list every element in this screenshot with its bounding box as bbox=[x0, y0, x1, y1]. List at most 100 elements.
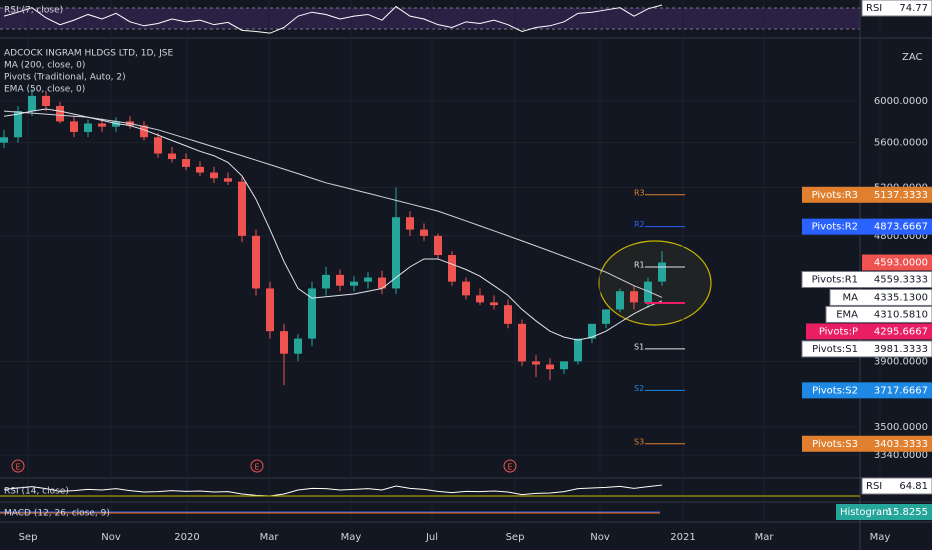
indicator-value-box bbox=[861, 0, 932, 17]
indicator-legend: Pivots (Traditional, Auto, 2) bbox=[4, 73, 126, 83]
indicator-value-box bbox=[861, 477, 932, 495]
candle-body bbox=[196, 166, 204, 173]
candle-body bbox=[336, 274, 344, 286]
earnings-label: E bbox=[507, 463, 512, 472]
x-tick-label: 2021 bbox=[670, 532, 695, 543]
pivot-label: R1 bbox=[634, 260, 645, 269]
candle-body bbox=[84, 123, 92, 132]
indicator-value: 74.77 bbox=[899, 3, 928, 14]
candle-body bbox=[490, 302, 498, 306]
earnings-marker bbox=[11, 459, 25, 473]
candle-body bbox=[98, 123, 106, 127]
earnings-label: E bbox=[254, 463, 259, 472]
price-label-value: 5137.3333 bbox=[874, 190, 928, 201]
price-label-box bbox=[802, 382, 932, 399]
candle-body bbox=[448, 255, 456, 282]
candle-body bbox=[462, 281, 470, 296]
candle-body bbox=[644, 281, 652, 303]
candle-body bbox=[518, 323, 526, 362]
price-label-name: Pivots:R3 bbox=[812, 190, 858, 201]
candle-body bbox=[42, 95, 50, 106]
candle-body bbox=[0, 137, 8, 143]
indicator-name: Histogram bbox=[840, 507, 892, 518]
rsi-band bbox=[0, 8, 860, 29]
highlight-ellipse bbox=[598, 240, 712, 326]
indicator-name: RSI bbox=[866, 481, 882, 492]
price-label-box bbox=[825, 305, 932, 323]
indicator-value: 15.8255 bbox=[887, 507, 928, 518]
price-label-box bbox=[802, 186, 932, 203]
candle-body bbox=[532, 361, 540, 365]
price-label-name: Pivots:S2 bbox=[812, 385, 858, 396]
pivot-label: S3 bbox=[634, 437, 644, 446]
price-label-value: 4593.0000 bbox=[874, 258, 928, 269]
candle-body bbox=[546, 364, 554, 370]
indicator-value: 64.81 bbox=[899, 481, 928, 492]
candle-body bbox=[658, 262, 666, 282]
pane-title: RSI (7, close) bbox=[4, 6, 63, 16]
candle-body bbox=[392, 217, 400, 289]
chart-title: ADCOCK INGRAM HLDGS LTD, 1D, JSE bbox=[4, 49, 173, 59]
indicator-legend: MA (200, close, 0) bbox=[4, 61, 85, 71]
y-tick-label: 5600.0000 bbox=[874, 138, 928, 149]
x-tick-label: Nov bbox=[101, 532, 121, 543]
price-label-value: 3403.3333 bbox=[874, 439, 928, 450]
candle-body bbox=[70, 121, 78, 132]
price-label-box bbox=[862, 254, 932, 271]
pane-title: MACD (12, 26, close, 9) bbox=[4, 509, 110, 519]
candle-body bbox=[616, 291, 624, 310]
price-label-name: MA bbox=[843, 292, 859, 303]
price-label-box bbox=[829, 288, 932, 306]
earnings-label: E bbox=[15, 463, 20, 472]
candle-body bbox=[588, 323, 596, 339]
x-tick-label: Jul bbox=[425, 532, 438, 543]
indicator-value-box bbox=[836, 504, 932, 520]
earnings-marker bbox=[503, 459, 517, 473]
candle-body bbox=[182, 159, 190, 167]
candle-body bbox=[504, 305, 512, 324]
price-label-value: 3981.3333 bbox=[874, 344, 928, 355]
candle-body bbox=[140, 125, 148, 138]
pivot-label: S1 bbox=[634, 342, 644, 351]
candle-body bbox=[350, 281, 358, 286]
candle-body bbox=[28, 95, 36, 112]
x-tick-label: Sep bbox=[19, 532, 38, 543]
pivot-label: R3 bbox=[634, 188, 645, 197]
price-label-box bbox=[802, 218, 932, 235]
price-label-name: EMA bbox=[836, 309, 858, 320]
price-label-name: Pivots:S3 bbox=[812, 439, 858, 450]
indicator-legend: EMA (50, close, 0) bbox=[4, 85, 85, 95]
x-tick-label: May bbox=[341, 532, 362, 543]
candle-body bbox=[420, 229, 428, 236]
rsi-line bbox=[3, 4, 663, 34]
price-label-box bbox=[801, 340, 932, 358]
candle-body bbox=[294, 338, 302, 354]
rsi-line bbox=[3, 484, 663, 497]
price-label-name: Pivots:R1 bbox=[812, 275, 858, 286]
x-tick-label: Mar bbox=[755, 532, 775, 543]
price-label-value: 3717.6667 bbox=[874, 385, 928, 396]
pivot-label: R2 bbox=[634, 220, 645, 229]
candle-body bbox=[560, 361, 568, 370]
candle-body bbox=[322, 274, 330, 289]
candle-body bbox=[56, 105, 64, 122]
indicator-line bbox=[3, 108, 663, 341]
price-label-value: 4295.6667 bbox=[874, 326, 928, 337]
candle-body bbox=[574, 338, 582, 362]
candle-body bbox=[252, 235, 260, 289]
candle-body bbox=[364, 277, 372, 282]
y-tick-label: 3900.0000 bbox=[874, 356, 928, 367]
y-tick-label: 6000.0000 bbox=[874, 96, 928, 107]
candle-body bbox=[154, 137, 162, 154]
candle-body bbox=[266, 288, 274, 332]
candle-body bbox=[280, 331, 288, 354]
price-label-box bbox=[806, 323, 932, 340]
price-label-name: Pivots:R2 bbox=[812, 222, 858, 233]
x-tick-label: Sep bbox=[506, 532, 525, 543]
x-tick-label: 2020 bbox=[174, 532, 199, 543]
candle-body bbox=[308, 288, 316, 339]
candle-body bbox=[14, 111, 22, 138]
price-label-value: 4873.6667 bbox=[874, 222, 928, 233]
